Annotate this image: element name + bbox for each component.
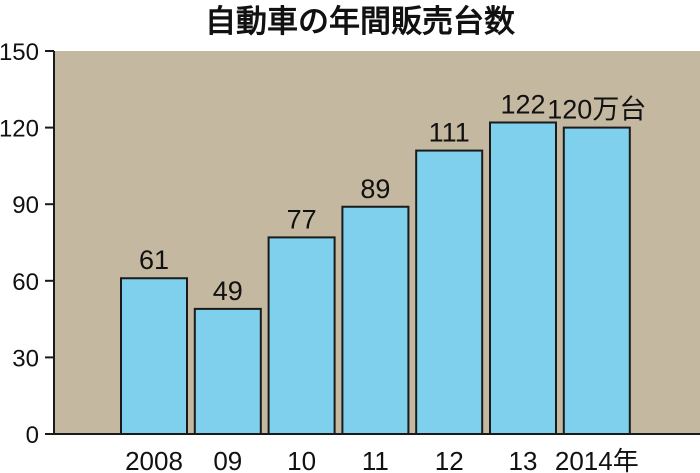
value-label-12: 111 [429, 118, 470, 148]
bar-2014年 [562, 126, 631, 435]
bar-09 [193, 307, 262, 435]
y-axis: 0 30 60 90 120 150 [0, 39, 55, 449]
x-tick-label-13: 13 [509, 446, 538, 473]
value-label-13: 122 [500, 89, 545, 119]
x-tick-label-2008: 2008 [125, 446, 183, 473]
value-label-11: 89 [360, 174, 390, 204]
bar-12 [415, 149, 484, 436]
x-tick-label-09: 09 [213, 446, 242, 473]
value-label-09: 49 [213, 276, 243, 306]
y-tick-label-120: 120 [0, 116, 39, 143]
bars-group [120, 121, 631, 436]
bar-13 [489, 121, 557, 435]
x-axis: 2008 09 10 11 12 13 2014年 [54, 433, 700, 473]
y-tick-label-60: 60 [12, 269, 39, 296]
value-label-10: 77 [287, 204, 317, 234]
bar-10 [267, 236, 336, 435]
x-tick-label-11: 11 [362, 446, 389, 473]
y-tick-label-90: 90 [12, 192, 39, 219]
x-tick-label-12: 12 [435, 446, 464, 473]
x-tick-label-10: 10 [287, 446, 316, 473]
value-labels-group: 61 49 77 89 111 122 120万台 [139, 89, 646, 305]
y-tick-label-150: 150 [0, 39, 39, 66]
chart-title: 自動車の年間販売台数 [205, 4, 515, 40]
bar-11 [341, 205, 410, 435]
y-tick-label-30: 30 [12, 345, 39, 372]
bar-2008 [120, 277, 188, 435]
x-tick-label-2014年: 2014年 [555, 446, 639, 473]
value-label-2014年: 120万台 [547, 95, 646, 125]
y-tick-label-0: 0 [26, 422, 39, 449]
value-label-2008: 61 [139, 245, 169, 275]
